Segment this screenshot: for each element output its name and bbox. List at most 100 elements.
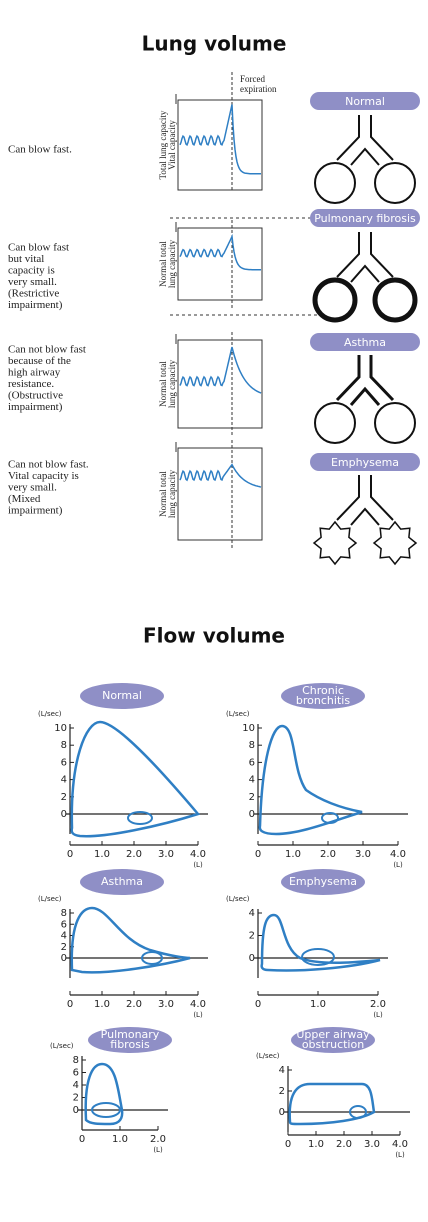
description: resistance. bbox=[8, 378, 54, 390]
x-tick-label: 0 bbox=[255, 849, 261, 860]
description: but vital bbox=[8, 253, 44, 265]
y-unit: (L/sec) bbox=[226, 710, 250, 718]
condition-label: Normal bbox=[102, 689, 142, 702]
section-title: Flow volume bbox=[143, 624, 285, 648]
condition-label: Pulmonary fibrosis bbox=[314, 212, 416, 225]
x-unit: (L) bbox=[153, 1146, 163, 1154]
y-tick-label: 4 bbox=[279, 1065, 285, 1076]
graph-frame bbox=[178, 228, 262, 300]
x-tick-label: 4.0 bbox=[392, 1139, 408, 1150]
description: very small. bbox=[8, 276, 57, 288]
description: (Mixed bbox=[8, 493, 41, 505]
axis-label: lung capacity bbox=[167, 469, 177, 518]
condition-label: Asthma bbox=[101, 875, 143, 888]
condition-label: Asthma bbox=[344, 336, 386, 349]
x-unit: (L) bbox=[193, 861, 203, 869]
flow-curve bbox=[260, 726, 362, 834]
description: (Obstructive bbox=[8, 390, 63, 402]
condition-label: Normal bbox=[345, 95, 385, 108]
alveolus bbox=[375, 163, 415, 203]
description: capacity is bbox=[8, 265, 55, 277]
y-tick-label: 6 bbox=[249, 757, 255, 768]
y-tick-label: 4 bbox=[249, 908, 255, 919]
x-unit: (L) bbox=[395, 1151, 405, 1159]
infographic: Lung volume Forced expiration Flow volum… bbox=[0, 0, 428, 1222]
y-tick-label: 2 bbox=[73, 1093, 79, 1104]
description: Vital capacity is bbox=[8, 470, 79, 482]
x-unit: (L) bbox=[193, 1011, 203, 1019]
axis-label: Vital capacity bbox=[167, 120, 177, 170]
y-tick-label: 2 bbox=[61, 942, 67, 953]
page: {"lung_volume": {"title": "Lung volume",… bbox=[0, 0, 428, 1222]
airway bbox=[337, 355, 393, 405]
volume-curve bbox=[180, 105, 261, 174]
x-tick-label: 1.0 bbox=[285, 849, 301, 860]
x-unit: (L) bbox=[393, 861, 403, 869]
annotation: Forced bbox=[240, 74, 265, 84]
x-tick-label: 3.0 bbox=[355, 849, 371, 860]
condition-label: Emphysema bbox=[289, 875, 357, 888]
y-tick-label: 6 bbox=[61, 919, 67, 930]
y-tick-label: 6 bbox=[61, 757, 67, 768]
x-tick-label: 1.0 bbox=[94, 849, 110, 860]
y-tick-label: 8 bbox=[249, 740, 255, 751]
volume-curve bbox=[180, 465, 261, 487]
y-tick-label: 2 bbox=[249, 792, 255, 803]
x-tick-label: 4.0 bbox=[190, 999, 206, 1010]
alveolus bbox=[314, 522, 356, 564]
description: impairment) bbox=[8, 299, 63, 311]
y-tick-label: 8 bbox=[61, 908, 67, 919]
x-tick-label: 2.0 bbox=[336, 1139, 352, 1150]
x-tick-label: 0 bbox=[67, 849, 73, 860]
y-tick-label: 4 bbox=[249, 775, 255, 786]
y-tick-label: 2 bbox=[61, 792, 67, 803]
description: impairment) bbox=[8, 401, 63, 413]
x-tick-label: 4.0 bbox=[390, 849, 406, 860]
x-tick-label: 2.0 bbox=[126, 999, 142, 1010]
flow-curve bbox=[72, 908, 190, 972]
flow-curve bbox=[262, 915, 380, 971]
y-tick-label: 10 bbox=[54, 723, 67, 734]
axis-label: lung capacity bbox=[167, 359, 177, 408]
description: Can not blow fast. bbox=[8, 459, 89, 471]
alveolus bbox=[374, 522, 416, 564]
alveolus bbox=[375, 403, 415, 443]
y-tick-label: 4 bbox=[73, 1080, 79, 1091]
y-unit: (L/sec) bbox=[38, 710, 62, 718]
x-tick-label: 2.0 bbox=[126, 849, 142, 860]
description: very small. bbox=[8, 482, 57, 494]
x-tick-label: 1.0 bbox=[94, 999, 110, 1010]
x-tick-label: 0 bbox=[255, 999, 261, 1010]
alveolus bbox=[315, 403, 355, 443]
alveolus bbox=[315, 280, 355, 320]
x-unit: (L) bbox=[373, 1011, 383, 1019]
axis-label: lung capacity bbox=[167, 239, 177, 288]
y-unit: (L/sec) bbox=[38, 895, 62, 903]
x-tick-label: 0 bbox=[285, 1139, 291, 1150]
x-tick-label: 4.0 bbox=[190, 849, 206, 860]
y-unit: (L/sec) bbox=[256, 1052, 280, 1060]
y-tick-label: 6 bbox=[73, 1068, 79, 1079]
y-unit: (L/sec) bbox=[50, 1042, 74, 1050]
graph-frame bbox=[178, 100, 262, 190]
section-title: Lung volume bbox=[142, 32, 287, 56]
airway bbox=[337, 115, 393, 165]
description: Can blow fast bbox=[8, 242, 69, 254]
condition-label: fibrosis bbox=[110, 1038, 150, 1051]
description: high airway bbox=[8, 367, 61, 379]
condition-label: bronchitis bbox=[296, 694, 350, 707]
annotation: expiration bbox=[240, 84, 277, 94]
description: Can blow fast. bbox=[8, 144, 72, 156]
flow-curve bbox=[72, 722, 198, 836]
description: impairment) bbox=[8, 505, 63, 517]
description: Can not blow fast bbox=[8, 344, 86, 356]
volume-curve bbox=[180, 237, 261, 270]
airway bbox=[337, 232, 393, 282]
description: because of the bbox=[8, 355, 71, 367]
x-tick-label: 1.0 bbox=[308, 1139, 324, 1150]
y-tick-label: 8 bbox=[61, 740, 67, 751]
x-tick-label: 0 bbox=[79, 1134, 85, 1145]
x-tick-label: 0 bbox=[67, 999, 73, 1010]
y-tick-label: 4 bbox=[61, 931, 67, 942]
y-unit: (L/sec) bbox=[226, 895, 250, 903]
